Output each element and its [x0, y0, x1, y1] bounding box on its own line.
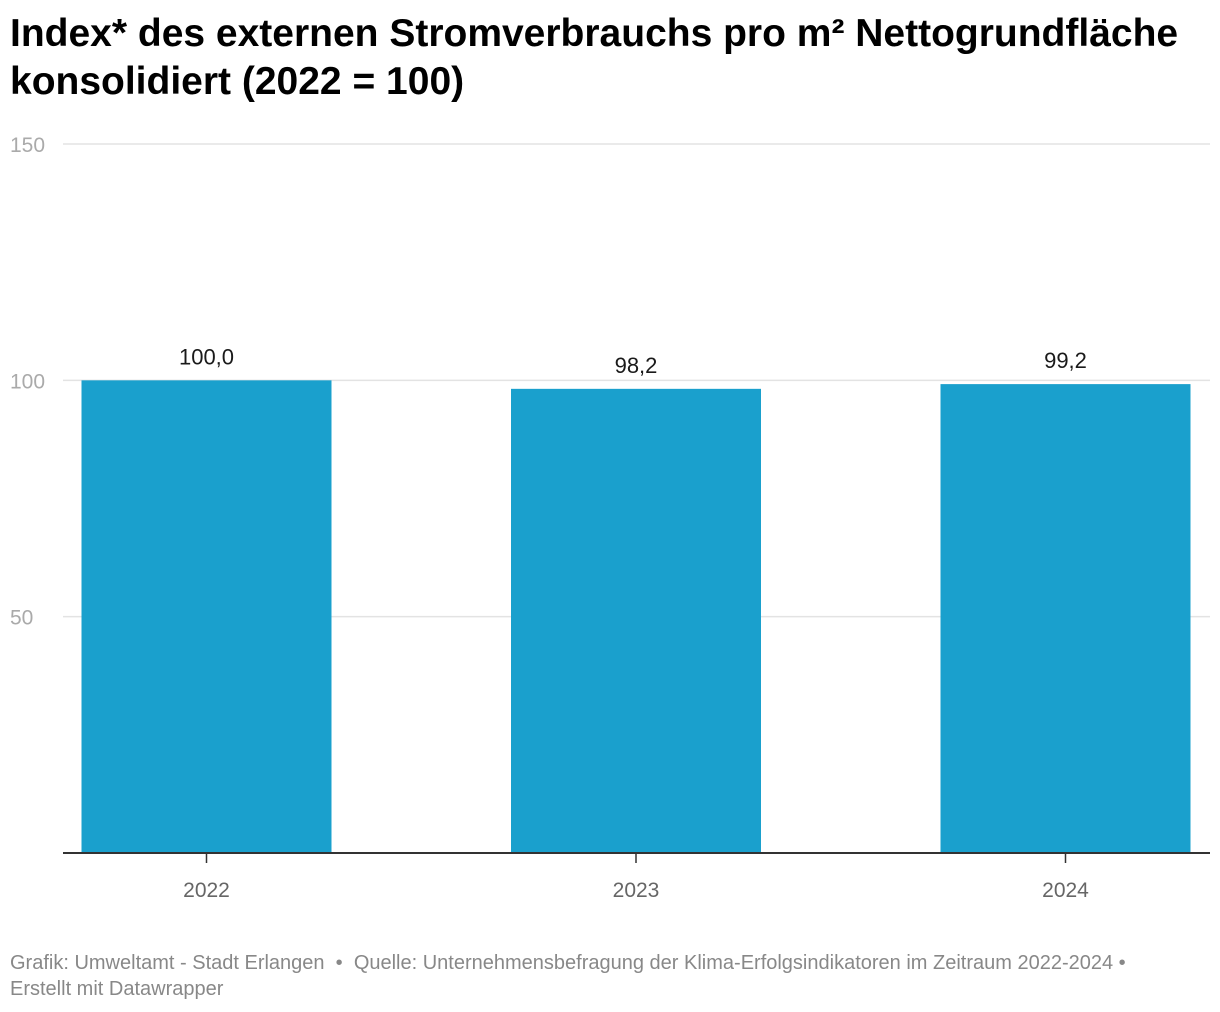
y-tick-label: 100 — [10, 370, 45, 393]
x-tick-label: 2022 — [183, 879, 230, 902]
footer-credit: Grafik: Umweltamt - Stadt Erlangen — [10, 952, 325, 974]
footer-separator: • — [1118, 952, 1126, 974]
bars — [81, 380, 1191, 853]
data-label: 99,2 — [1044, 348, 1087, 373]
bar — [940, 384, 1191, 853]
x-tick-label: 2023 — [613, 879, 660, 902]
y-tick-label: 150 — [10, 134, 45, 157]
footer-source: Quelle: Unternehmensbefragung der Klima-… — [353, 952, 1114, 974]
footer: Grafik: Umweltamt - Stadt Erlangen • Que… — [10, 950, 1190, 1002]
y-axis-ticks: 50 100 150 — [10, 134, 45, 630]
bar-chart: 50 100 150 100,0 98,2 99,2 2022 2023 2024 — [10, 134, 1210, 902]
bar — [511, 388, 761, 853]
data-label: 100,0 — [179, 344, 234, 369]
chart-title: Index* des externen Stromverbrauchs pro … — [10, 12, 1179, 103]
x-tick-label: 2024 — [1042, 879, 1089, 902]
bar — [81, 380, 332, 853]
value-labels: 100,0 98,2 99,2 — [179, 344, 1087, 378]
y-tick-label: 50 — [10, 607, 33, 630]
x-axis-ticks: 2022 2023 2024 — [183, 853, 1089, 902]
footer-separator: • — [330, 952, 349, 974]
footer-tool: Erstellt mit Datawrapper — [10, 978, 224, 1000]
data-label: 98,2 — [615, 353, 658, 378]
